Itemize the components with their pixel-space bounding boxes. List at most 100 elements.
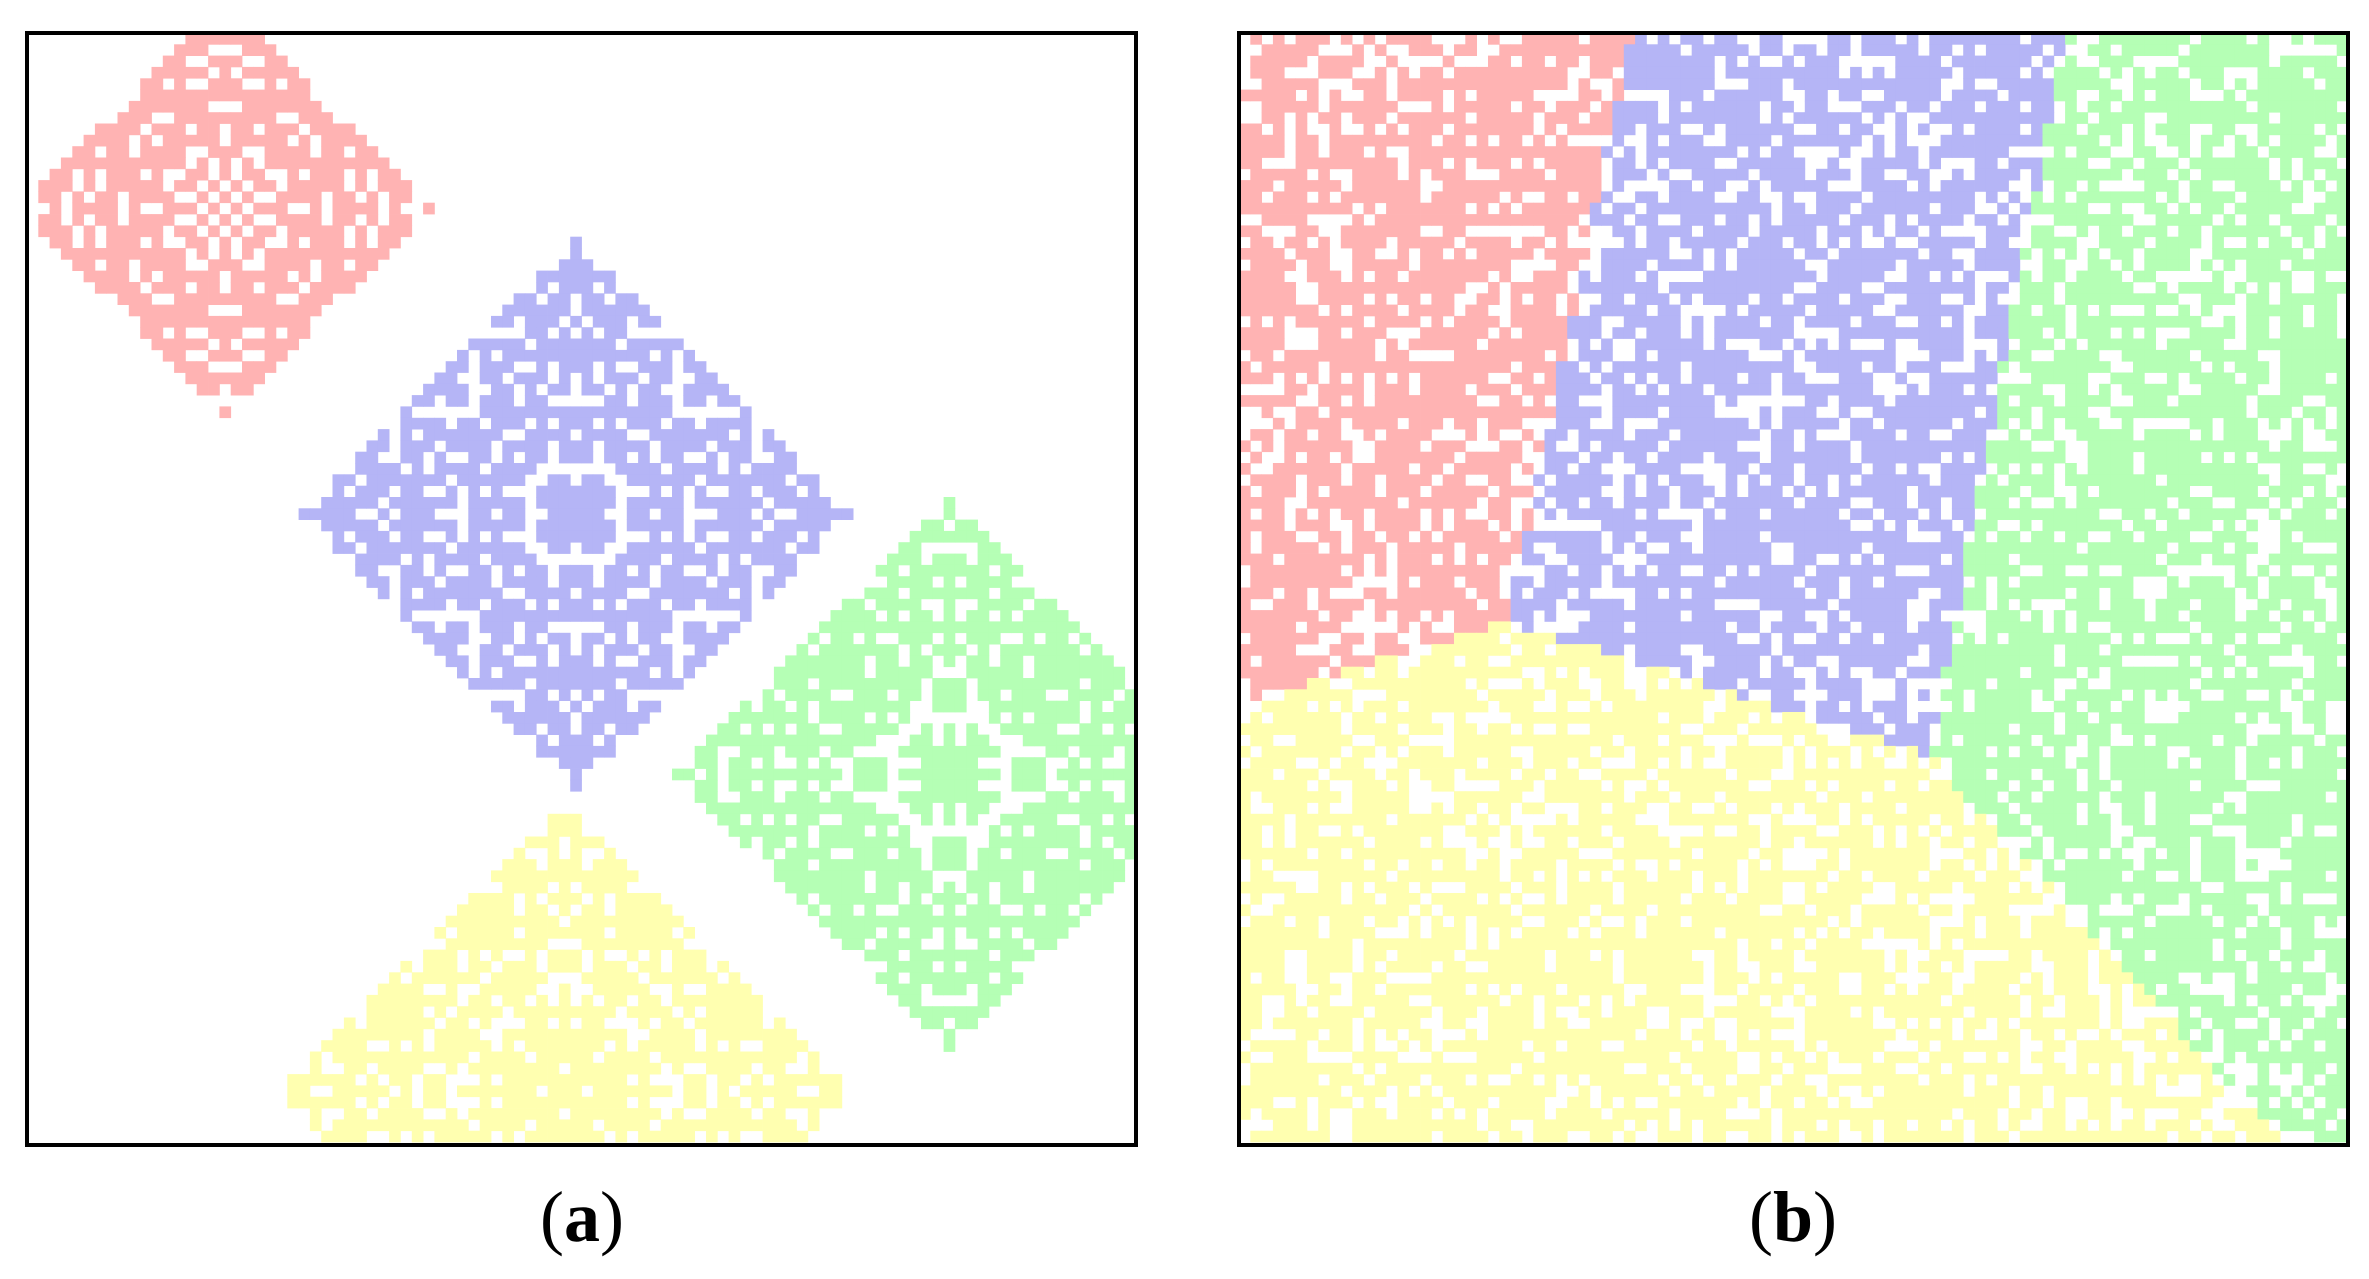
cell — [1850, 236, 1862, 249]
cell — [1793, 372, 1806, 385]
cell — [49, 214, 62, 226]
cell — [615, 644, 628, 656]
cell — [853, 644, 865, 656]
cell — [1284, 191, 1296, 204]
cell — [524, 927, 537, 939]
cell — [83, 180, 96, 192]
cell — [2325, 282, 2338, 294]
cell — [264, 157, 277, 170]
cell — [1861, 78, 1874, 90]
cell — [162, 191, 175, 204]
cell — [558, 610, 571, 622]
cell — [1906, 191, 1919, 204]
cell — [2314, 293, 2326, 305]
cell — [558, 429, 571, 441]
cell — [389, 463, 401, 475]
cell — [1985, 134, 1998, 147]
cell — [1000, 678, 1012, 690]
cell — [2200, 55, 2213, 68]
cell — [728, 542, 741, 554]
cell — [72, 146, 84, 158]
cell — [1589, 180, 1602, 192]
cell — [841, 870, 854, 883]
cell — [1045, 712, 1058, 724]
cell — [898, 994, 911, 1007]
cell — [264, 327, 277, 339]
cell — [887, 893, 899, 905]
cell — [2087, 293, 2100, 305]
cell — [1261, 78, 1274, 90]
cell — [2031, 66, 2043, 79]
cell — [377, 168, 390, 181]
cell — [570, 1130, 582, 1143]
cell — [536, 417, 548, 430]
cell — [60, 248, 73, 260]
cell — [106, 168, 118, 181]
cell — [185, 304, 198, 317]
cell — [1827, 191, 1840, 204]
cell — [1646, 361, 1659, 373]
cell — [1669, 44, 1681, 56]
cell — [1454, 327, 1466, 339]
cell — [1239, 282, 1251, 294]
cell — [773, 1085, 786, 1098]
cell — [60, 180, 73, 192]
cell — [751, 553, 763, 566]
cell — [140, 112, 152, 124]
cell — [1408, 202, 1421, 215]
cell — [445, 1130, 458, 1143]
cell — [1838, 282, 1851, 294]
cell — [1408, 361, 1421, 373]
cell — [219, 78, 232, 90]
cell — [2099, 89, 2111, 102]
cell — [592, 700, 605, 713]
cell — [558, 644, 571, 656]
cell — [2189, 214, 2202, 226]
cell — [1997, 383, 2009, 396]
cell — [1079, 791, 1092, 803]
cell — [638, 576, 650, 588]
cell — [151, 168, 164, 181]
cell — [321, 259, 333, 271]
cell — [943, 689, 956, 701]
cell — [547, 915, 560, 928]
cell — [1736, 214, 1749, 226]
cell — [2133, 338, 2145, 351]
cell — [1951, 112, 1964, 124]
cell — [660, 508, 673, 520]
cell — [1906, 225, 1919, 238]
cell — [751, 723, 763, 735]
cell — [2257, 168, 2270, 181]
cell — [513, 474, 526, 486]
cell — [1442, 361, 1455, 373]
cell — [1816, 282, 1828, 294]
cell — [1838, 168, 1851, 181]
cell — [830, 644, 843, 656]
cell — [2246, 383, 2258, 396]
cell — [2031, 180, 2043, 192]
cell — [366, 248, 379, 260]
cell — [2155, 282, 2168, 294]
cell — [853, 859, 865, 871]
cell — [287, 1085, 299, 1098]
cell — [2200, 349, 2213, 362]
cell — [807, 1096, 820, 1109]
cell — [558, 1096, 571, 1109]
cell — [1352, 236, 1364, 249]
cell — [2325, 349, 2338, 362]
cell — [1476, 191, 1489, 204]
cell — [1239, 123, 1251, 136]
cell — [2234, 33, 2247, 45]
cell — [1011, 938, 1024, 950]
cell — [887, 598, 899, 611]
cell — [2019, 44, 2032, 56]
cell — [1612, 78, 1625, 90]
cell — [1306, 304, 1319, 317]
cell — [332, 542, 345, 554]
cell — [2065, 338, 2077, 351]
cell — [1804, 89, 1817, 102]
cell — [174, 134, 186, 147]
cell — [1770, 293, 1783, 305]
cell — [2212, 33, 2224, 45]
cell — [649, 655, 662, 668]
